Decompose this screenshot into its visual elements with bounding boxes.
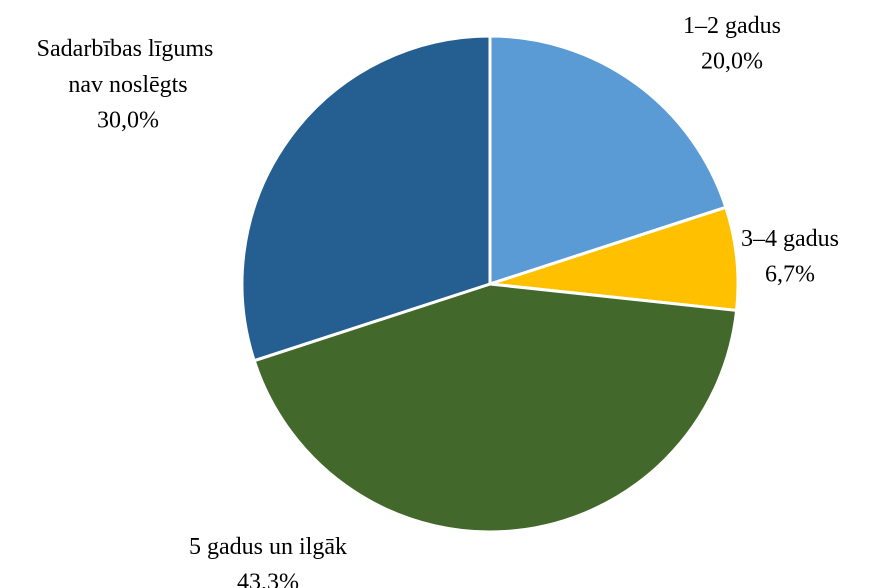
pie-slice <box>240 34 492 363</box>
pie-slice <box>252 282 739 534</box>
slice-category-label: Sadarbības līgums nav noslēgts <box>37 36 220 98</box>
slice-value-label: 6,7% <box>765 262 815 288</box>
slice-category-label: 5 gadus un ilgāk <box>189 534 347 560</box>
slice-category-label: 3–4 gadus <box>741 226 839 252</box>
slice-value-label: 20,0% <box>701 49 763 75</box>
pie-slice <box>488 34 728 286</box>
slice-value-label: 43,3% <box>237 570 299 588</box>
slice-value-label: 30,0% <box>97 108 159 134</box>
slice-category-label: 1–2 gadus <box>683 13 781 39</box>
